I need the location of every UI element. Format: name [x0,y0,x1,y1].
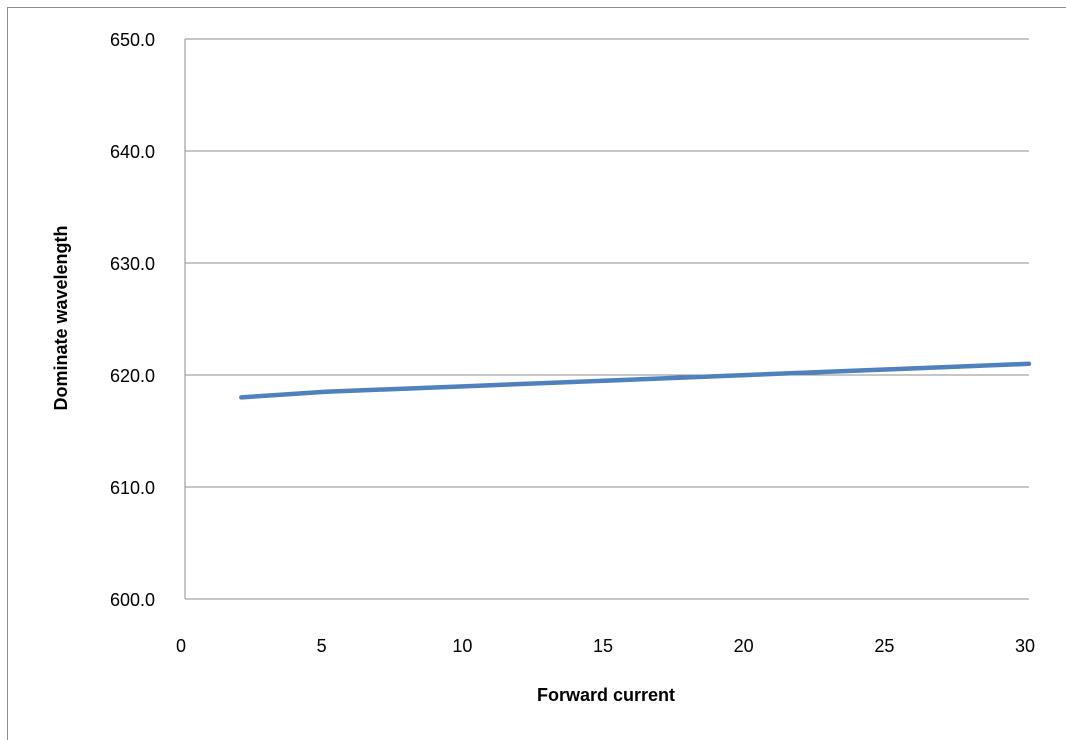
gridlines [185,38,1029,600]
x-tick-label: 30 [1015,636,1035,656]
x-tick-label: 25 [874,636,894,656]
x-tick-label: 10 [452,636,472,656]
y-tick-label: 620.0 [110,366,155,386]
y-tick-label: 610.0 [110,478,155,498]
chart-frame [7,7,1066,740]
y-tick-label: 650.0 [110,30,155,50]
x-tick-label: 0 [176,636,186,656]
series-line [239,361,1032,400]
x-tick-label: 5 [317,636,327,656]
y-tick-label: 640.0 [110,142,155,162]
x-axis-title: Forward current [537,685,675,705]
x-tick-label: 15 [593,636,613,656]
y-tick-label: 600.0 [110,590,155,610]
x-tick-label: 20 [734,636,754,656]
tick-labels: 600.0 610.0 620.0 630.0 640.0 650.0 0 5 10 15 20 25… [110,30,1035,656]
y-tick-label: 630.0 [110,254,155,274]
y-axis-title: Dominate wavelength [51,225,71,410]
series-layer [239,361,1032,400]
